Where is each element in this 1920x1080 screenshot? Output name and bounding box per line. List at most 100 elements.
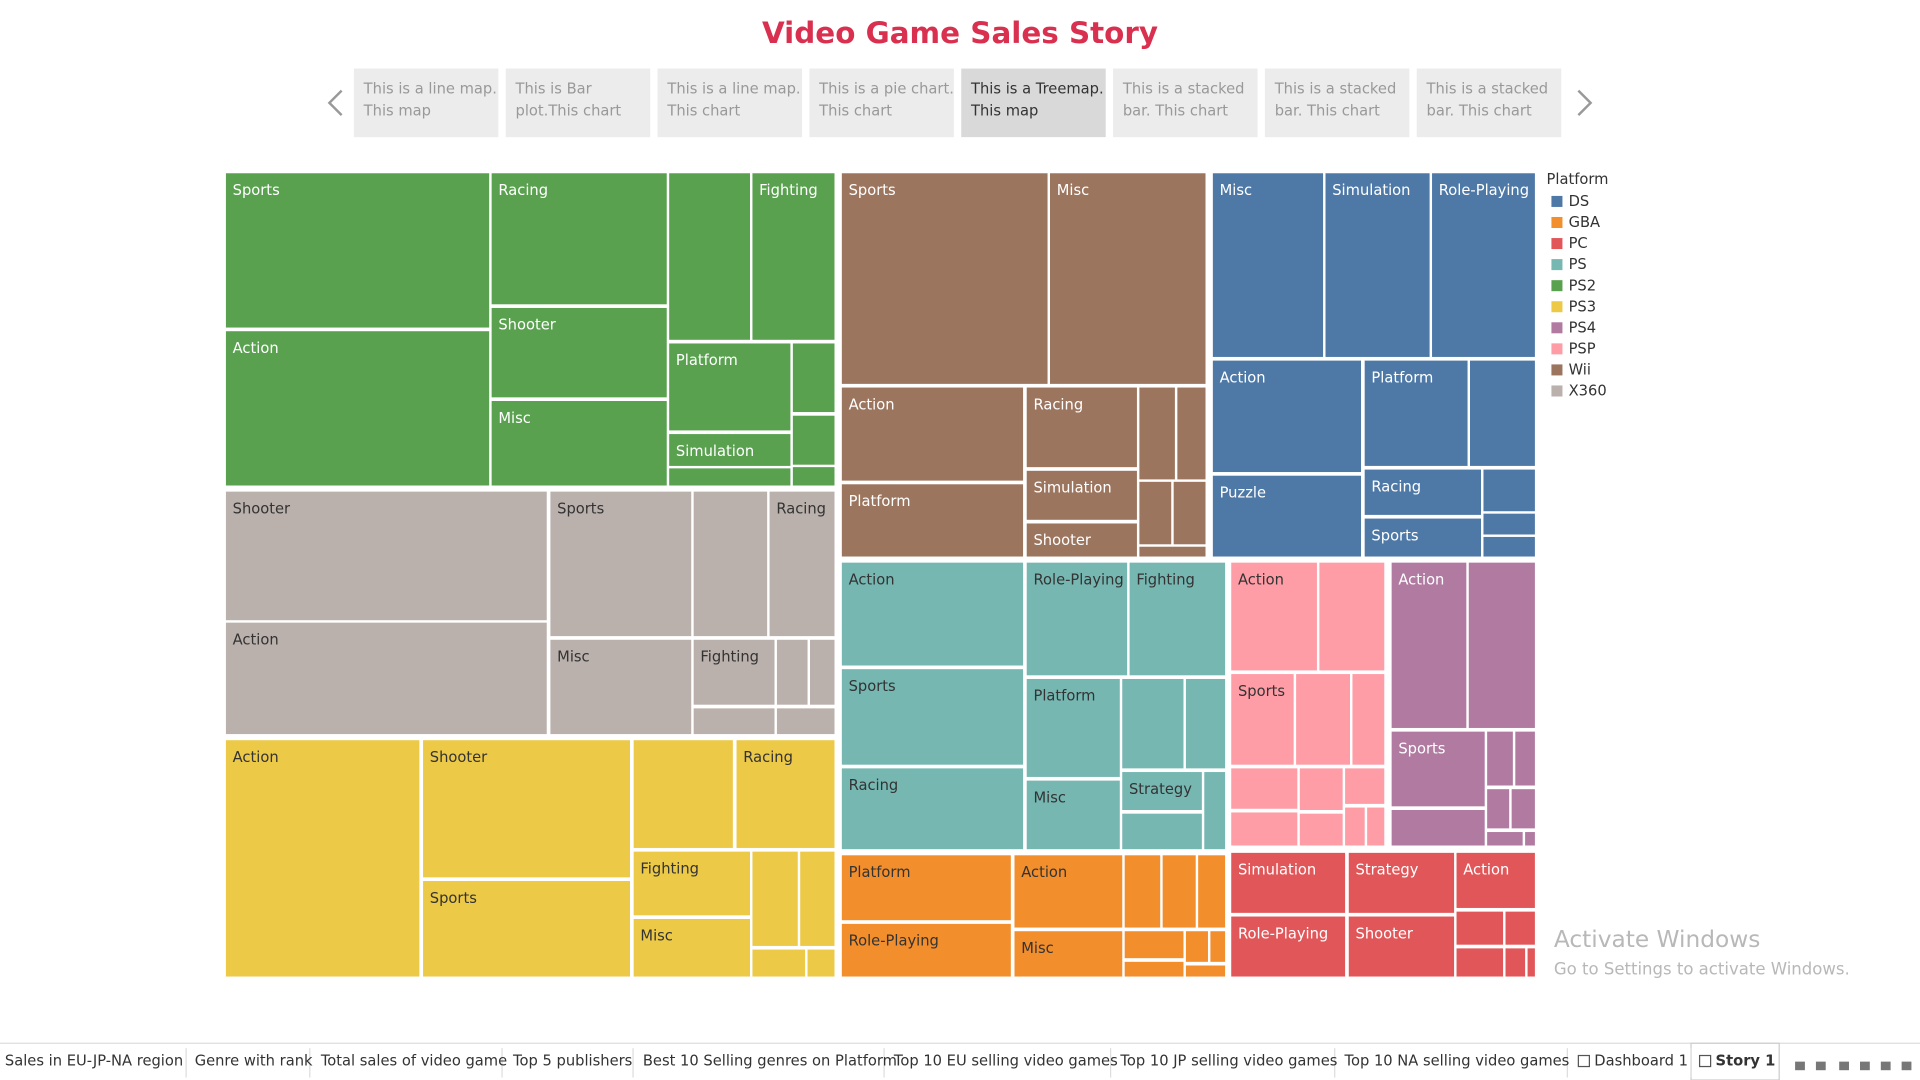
treemap-tile[interactable] xyxy=(1230,915,1347,978)
treemap-tile[interactable] xyxy=(1298,812,1344,847)
treemap-tile[interactable] xyxy=(1526,947,1537,978)
story-point[interactable] xyxy=(1264,68,1410,138)
treemap-tile[interactable] xyxy=(549,638,693,736)
treemap-tile[interactable] xyxy=(1510,787,1537,830)
legend-swatch[interactable] xyxy=(1551,259,1563,271)
legend-swatch[interactable] xyxy=(1551,280,1563,292)
treemap-tile[interactable] xyxy=(692,638,776,706)
treemap-tile[interactable] xyxy=(1347,915,1456,978)
legend-swatch[interactable] xyxy=(1551,301,1563,313)
treemap-tile[interactable] xyxy=(840,767,1025,851)
legend-label[interactable]: Wii xyxy=(1569,362,1591,379)
treemap-tile[interactable] xyxy=(1351,672,1386,766)
treemap-tile[interactable] xyxy=(840,854,1013,922)
treemap-tile[interactable] xyxy=(1138,545,1207,558)
treemap-tile[interactable] xyxy=(1025,561,1129,677)
treemap-tile[interactable] xyxy=(1482,535,1537,558)
treemap-tile[interactable] xyxy=(1048,172,1207,386)
treemap-tile[interactable] xyxy=(1482,512,1537,536)
next-arrow[interactable] xyxy=(1577,89,1593,116)
treemap-tile[interactable] xyxy=(667,467,792,487)
legend-swatch[interactable] xyxy=(1551,343,1563,355)
treemap-tile[interactable] xyxy=(224,738,421,978)
treemap-tile[interactable] xyxy=(1523,830,1537,847)
treemap-tile[interactable] xyxy=(1455,851,1537,910)
legend-label[interactable]: GBA xyxy=(1569,214,1601,231)
treemap-tile[interactable] xyxy=(1485,787,1511,830)
treemap-tile[interactable] xyxy=(1161,854,1197,929)
treemap-tile[interactable] xyxy=(1211,172,1325,359)
sheet-tab[interactable]: Top 10 JP selling video games xyxy=(1119,1053,1337,1070)
treemap-tile[interactable] xyxy=(1467,561,1537,730)
sheet-tab[interactable]: Top 5 publishers xyxy=(512,1053,632,1070)
treemap-tile[interactable] xyxy=(751,850,799,948)
treemap-tile[interactable] xyxy=(1025,522,1139,558)
treemap-tile[interactable] xyxy=(1482,468,1537,513)
treemap-tile[interactable] xyxy=(1211,359,1363,474)
treemap-tile[interactable] xyxy=(1390,808,1486,847)
nav-control[interactable] xyxy=(1901,1061,1912,1071)
legend-label[interactable]: PS2 xyxy=(1569,277,1597,294)
treemap-tile[interactable] xyxy=(840,667,1025,766)
treemap-tile[interactable] xyxy=(751,948,807,978)
treemap-tile[interactable] xyxy=(1013,930,1124,978)
treemap-tile[interactable] xyxy=(1363,359,1469,468)
treemap-tile[interactable] xyxy=(840,386,1025,482)
treemap-tile[interactable] xyxy=(1363,468,1483,517)
treemap-tile[interactable] xyxy=(791,414,836,466)
legend-swatch[interactable] xyxy=(1551,364,1563,376)
nav-control[interactable] xyxy=(1839,1061,1849,1071)
treemap-tile[interactable] xyxy=(840,561,1025,667)
nav-control[interactable] xyxy=(1795,1061,1805,1071)
treemap-tile[interactable] xyxy=(1485,830,1524,847)
treemap-tile[interactable] xyxy=(1138,386,1177,481)
story-point[interactable] xyxy=(1113,68,1258,138)
sheet-tab[interactable]: Top 10 EU selling video games xyxy=(893,1053,1118,1070)
treemap-tile[interactable] xyxy=(1343,806,1366,847)
treemap-tile[interactable] xyxy=(1176,386,1207,481)
treemap-tile[interactable] xyxy=(1365,806,1386,847)
legend-label[interactable]: PS xyxy=(1569,256,1587,273)
treemap-tile[interactable] xyxy=(1121,677,1185,770)
story-point[interactable] xyxy=(809,68,954,138)
treemap-tile[interactable] xyxy=(1025,779,1122,851)
treemap-tile[interactable] xyxy=(1128,561,1227,677)
sheet-tab[interactable]: Story 1 xyxy=(1716,1053,1776,1070)
treemap-tile[interactable] xyxy=(1230,811,1299,847)
treemap-tile[interactable] xyxy=(224,330,491,487)
treemap-tile[interactable] xyxy=(1123,854,1162,929)
treemap-tile[interactable] xyxy=(1123,960,1185,978)
treemap-tile[interactable] xyxy=(1025,386,1139,469)
sheet-tab[interactable]: Sales in EU-JP-NA region xyxy=(5,1053,183,1070)
legend-swatch[interactable] xyxy=(1551,385,1563,397)
treemap-tile[interactable] xyxy=(1013,854,1124,929)
treemap-tile[interactable] xyxy=(775,638,809,706)
story-point[interactable] xyxy=(353,68,499,138)
treemap-tile[interactable] xyxy=(1121,770,1204,812)
treemap-tile[interactable] xyxy=(667,432,792,468)
treemap-tile[interactable] xyxy=(667,342,792,432)
story-point[interactable] xyxy=(1416,68,1562,138)
treemap-tile[interactable] xyxy=(1230,851,1347,915)
treemap-tile[interactable] xyxy=(1184,964,1227,978)
treemap-tile[interactable] xyxy=(421,879,632,978)
treemap-tile[interactable] xyxy=(1123,930,1185,960)
story-point[interactable] xyxy=(961,68,1106,138)
treemap-tile[interactable] xyxy=(840,172,1049,386)
treemap-tile[interactable] xyxy=(808,638,836,706)
legend-swatch[interactable] xyxy=(1551,216,1563,228)
treemap-tile[interactable] xyxy=(1230,672,1295,766)
treemap-tile[interactable] xyxy=(1390,561,1468,730)
treemap-tile[interactable] xyxy=(1343,767,1386,806)
treemap-tile[interactable] xyxy=(1455,947,1505,978)
treemap-tile[interactable] xyxy=(1430,172,1537,359)
legend-label[interactable]: PSP xyxy=(1569,340,1596,357)
treemap-tile[interactable] xyxy=(1121,812,1204,851)
story-point[interactable] xyxy=(505,68,651,138)
treemap-tile[interactable] xyxy=(1347,851,1456,915)
treemap-tile[interactable] xyxy=(1211,474,1363,558)
legend-label[interactable]: X360 xyxy=(1569,383,1607,400)
treemap-tile[interactable] xyxy=(224,490,548,622)
treemap-tile[interactable] xyxy=(1468,359,1537,468)
treemap-tile[interactable] xyxy=(751,172,836,342)
